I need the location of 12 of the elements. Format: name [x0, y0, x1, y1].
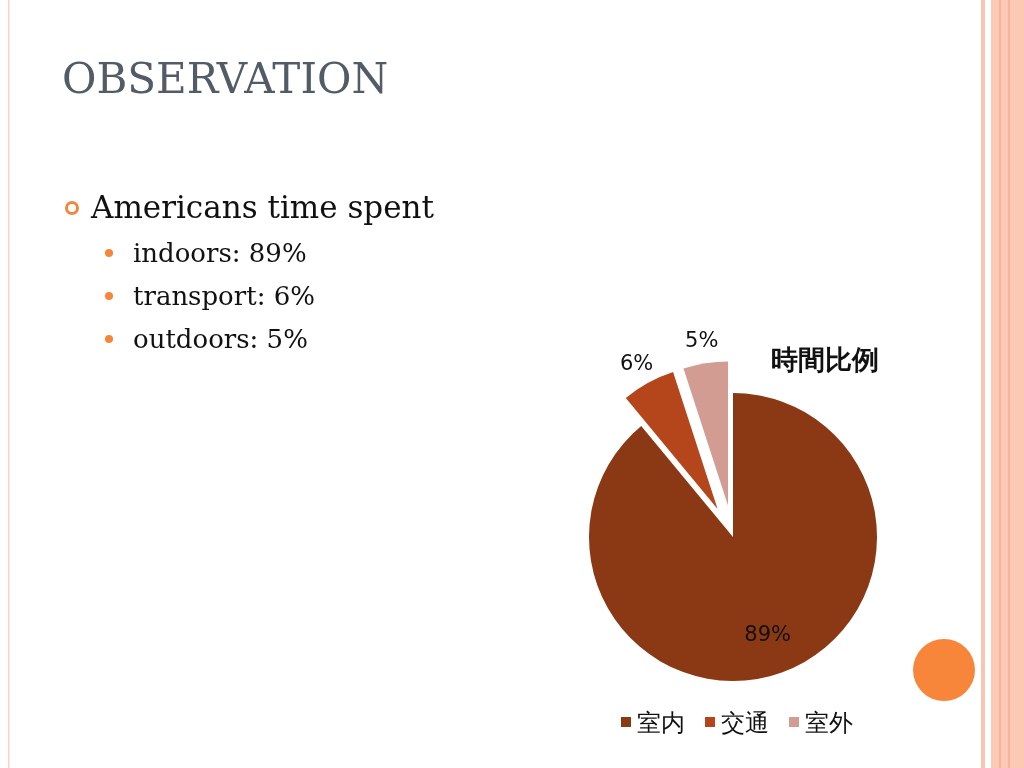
data-label: 89% — [744, 622, 791, 647]
text: indoors: 89% — [133, 238, 307, 268]
text: outdoors: 5% — [133, 324, 308, 354]
text: OBSERVATION — [62, 54, 389, 103]
legend-label: 交通 — [721, 709, 769, 737]
data-label: 5% — [685, 328, 719, 353]
data-label: 6% — [619, 350, 654, 375]
text: 時間比例 — [771, 344, 879, 375]
text: transport: 6% — [133, 281, 315, 311]
legend-label: 室外 — [805, 709, 853, 737]
text: Americans time spent — [90, 189, 435, 225]
legend-label: 室内 — [637, 709, 685, 737]
